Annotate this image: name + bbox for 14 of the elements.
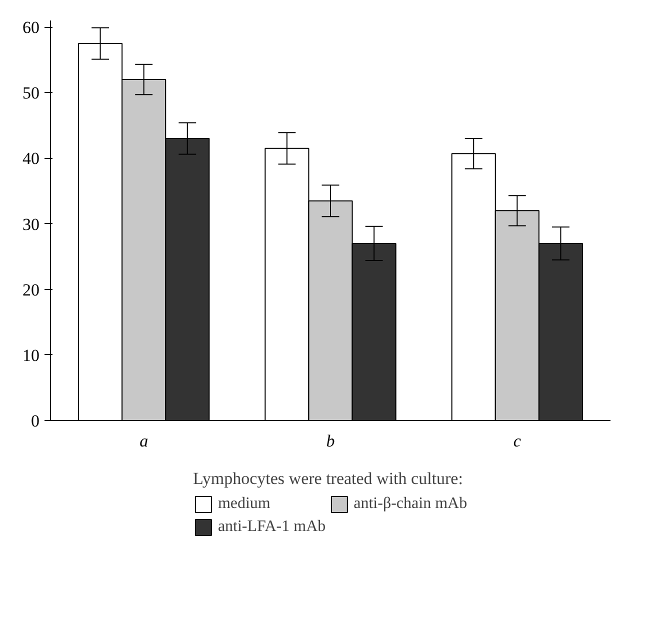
y-tick-label: 20 xyxy=(22,280,40,300)
y-tick-label: 30 xyxy=(22,214,40,234)
y-tick-label: 50 xyxy=(22,84,40,103)
y-tick-label: 10 xyxy=(22,346,40,365)
legend-label: medium xyxy=(218,495,270,513)
y-tick-label: 60 xyxy=(22,18,40,38)
legend-label: anti-β-chain mAb xyxy=(354,495,468,513)
legend-title: Lymphocytes were treated with culture: xyxy=(192,469,464,489)
legend-label: anti-LFA-1 mAb xyxy=(218,518,326,536)
x-tick-label: b xyxy=(326,432,335,450)
x-tick-label: a xyxy=(140,432,148,450)
y-tick-label: 0 xyxy=(31,412,40,430)
y-tick-label: 40 xyxy=(22,149,40,168)
x-tick-label: c xyxy=(513,432,522,450)
